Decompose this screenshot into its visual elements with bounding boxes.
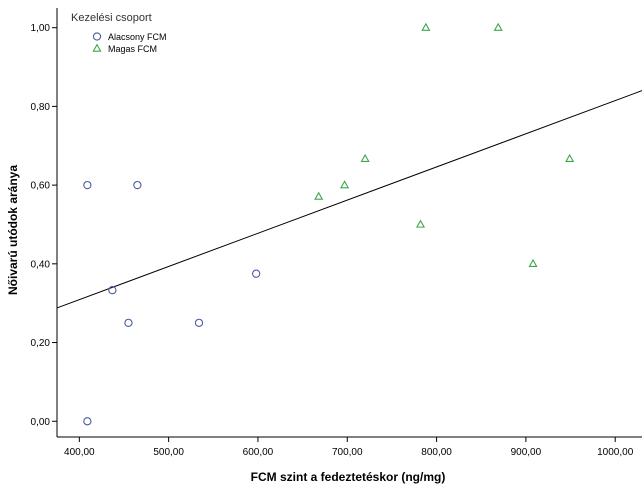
y-tick-label: 0,00: [31, 417, 51, 428]
data-point-triangle: [415, 219, 426, 228]
data-point-circle: [133, 180, 142, 190]
fit-line-layer: [56, 90, 642, 309]
legend: Kezelési csoport Alacsony FCM Magas FCM: [71, 12, 167, 54]
y-tick-label: 1,00: [31, 23, 51, 34]
legend-title: Kezelési csoport: [71, 12, 152, 24]
x-tick-label: 800,00: [421, 447, 452, 458]
data-points: [83, 22, 575, 426]
y-axis-label: Nőivarú utódok aránya: [6, 165, 20, 295]
legend-entries: Alacsony FCM Magas FCM: [92, 32, 167, 54]
data-point-circle: [83, 417, 92, 426]
x-tick-label: 700,00: [332, 447, 363, 458]
data-point-circle: [124, 318, 133, 328]
data-point-circle: [252, 269, 261, 278]
y-tick-label: 0,20: [31, 338, 51, 349]
x-tick-label: 600,00: [243, 447, 274, 458]
y-tick-label: 0,80: [31, 102, 51, 113]
data-point-circle: [108, 286, 117, 295]
legend-marker: [92, 43, 102, 52]
x-tick-label: 500,00: [153, 447, 184, 458]
fit-line: [56, 90, 642, 309]
data-point-triangle: [340, 180, 350, 189]
data-point-circle: [83, 180, 92, 190]
data-point-circle: [194, 318, 204, 328]
x-tick-label: 400,00: [64, 447, 95, 458]
data-point-triangle: [493, 22, 503, 31]
y-tick-label: 0,60: [31, 181, 51, 192]
legend-entry-label: Alacsony FCM: [108, 32, 167, 42]
x-tick-label: 900,00: [511, 447, 542, 458]
data-point-triangle: [314, 191, 324, 200]
axes: 0,00 0,20 0,40 0,60 0,80 1,00 400,00 500,00 600,…: [31, 8, 642, 458]
x-axis-label: FCM szint a fedeztetéskor (ng/mg): [251, 470, 446, 484]
data-point-triangle: [528, 258, 538, 268]
data-point-triangle: [360, 153, 370, 162]
data-point-triangle: [421, 22, 431, 31]
legend-entry-label: Magas FCM: [108, 44, 157, 54]
data-point-triangle: [565, 153, 575, 162]
legend-marker: [92, 32, 102, 41]
x-tick-label: 1000,00: [597, 447, 634, 458]
y-tick-label: 0,40: [31, 259, 51, 270]
